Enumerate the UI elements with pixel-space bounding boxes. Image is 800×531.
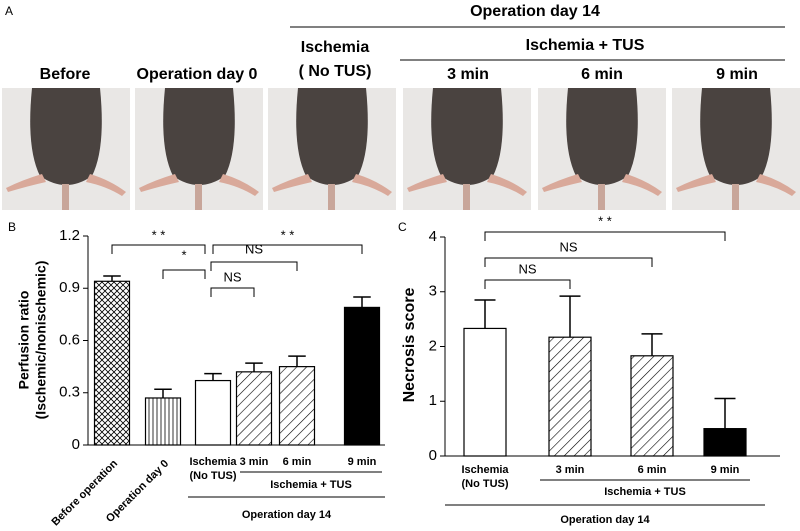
y-tick-label: 1.2 bbox=[59, 227, 80, 244]
photos bbox=[2, 88, 800, 210]
y-tick-label: 0 bbox=[429, 447, 437, 464]
significance-bracket bbox=[111, 244, 206, 254]
significance-label: * * bbox=[281, 227, 295, 242]
y-axis-label: Necrosis score bbox=[401, 288, 418, 403]
error-bar bbox=[245, 362, 263, 372]
bar bbox=[630, 355, 674, 457]
error-bar bbox=[474, 299, 496, 329]
error-bar bbox=[353, 296, 371, 308]
bar bbox=[93, 280, 131, 446]
bar bbox=[194, 379, 232, 446]
bar bbox=[235, 371, 273, 446]
x-tick-label: Ischemia (No TUS) bbox=[461, 464, 509, 490]
significance-label: NS bbox=[223, 269, 241, 284]
error-bar bbox=[288, 355, 306, 367]
x-tick-label: 6 min bbox=[638, 464, 667, 476]
bar bbox=[548, 336, 592, 457]
significance-label: * * bbox=[152, 227, 166, 242]
x-tick-label: 3 min bbox=[240, 456, 269, 468]
x-tick-label: Ischemia (No TUS) bbox=[189, 456, 237, 482]
error-bar bbox=[154, 388, 172, 398]
chart: C Necrosis score 0 1 2 3 4 Ischemia (No TUS) 3 mi… bbox=[398, 213, 780, 526]
column-label: Ischemia( No TUS) bbox=[299, 39, 372, 80]
y-tick-label: 2 bbox=[429, 337, 437, 354]
y-tick-label: 0.9 bbox=[59, 279, 80, 296]
error-bar bbox=[103, 275, 121, 282]
bar bbox=[463, 327, 507, 457]
significance-bracket bbox=[484, 257, 653, 267]
column-label: Before bbox=[40, 66, 91, 83]
y-tick-label: 3 bbox=[429, 283, 437, 300]
panel-label: B bbox=[8, 220, 16, 234]
bar bbox=[703, 428, 747, 457]
significance-label: NS bbox=[518, 261, 536, 276]
subheader: Ischemia + TUS bbox=[526, 37, 645, 54]
significance-bracket bbox=[484, 279, 571, 289]
y-axis-label: Perfusion ratio bbox=[16, 291, 32, 390]
y-tick-label: 0.6 bbox=[59, 331, 80, 348]
y-tick-label: 1 bbox=[429, 392, 437, 409]
significance-label: NS bbox=[245, 241, 263, 256]
y-tick-label: 4 bbox=[429, 228, 437, 245]
column-label: 9 min bbox=[716, 66, 758, 83]
column-label: Operation day 0 bbox=[137, 66, 258, 83]
significance-label: NS bbox=[559, 239, 577, 254]
bar bbox=[343, 306, 381, 446]
significance-bracket bbox=[484, 231, 726, 241]
bar bbox=[144, 397, 182, 446]
column-label: 3 min bbox=[447, 66, 489, 83]
significance-bracket bbox=[162, 269, 206, 279]
group-label: Ischemia + TUS bbox=[604, 486, 686, 498]
significance-bracket bbox=[210, 261, 298, 271]
column-label: 6 min bbox=[581, 66, 623, 83]
header: Operation day 14 bbox=[470, 3, 600, 20]
x-tick-label: 3 min bbox=[556, 464, 585, 476]
panel-label: C bbox=[398, 220, 407, 234]
significance-label: * * bbox=[598, 213, 612, 228]
y-axis-label: (Ischemic/nonischemic) bbox=[33, 261, 49, 420]
x-tick-label: 6 min bbox=[283, 456, 312, 468]
significance-label: * bbox=[181, 247, 186, 262]
group-label: Operation day 14 bbox=[242, 509, 332, 521]
x-tick-label: 9 min bbox=[348, 456, 377, 468]
error-bar bbox=[641, 333, 663, 356]
chart: B Perfusion ratio (Ischemic/nonischemic) 0 0… bbox=[8, 220, 385, 528]
y-tick-label: 0.3 bbox=[59, 384, 80, 401]
x-tick-label: 9 min bbox=[711, 464, 740, 476]
group-label: Ischemia + TUS bbox=[270, 479, 352, 491]
error-bar bbox=[714, 397, 736, 429]
error-bar bbox=[559, 295, 581, 338]
group-label: Operation day 14 bbox=[560, 514, 650, 526]
significance-bracket bbox=[212, 244, 363, 254]
y-tick-label: 0 bbox=[72, 436, 80, 453]
significance-bracket bbox=[210, 287, 255, 297]
error-bar bbox=[204, 372, 222, 381]
bar bbox=[278, 366, 316, 446]
panel-label: A bbox=[5, 4, 13, 18]
